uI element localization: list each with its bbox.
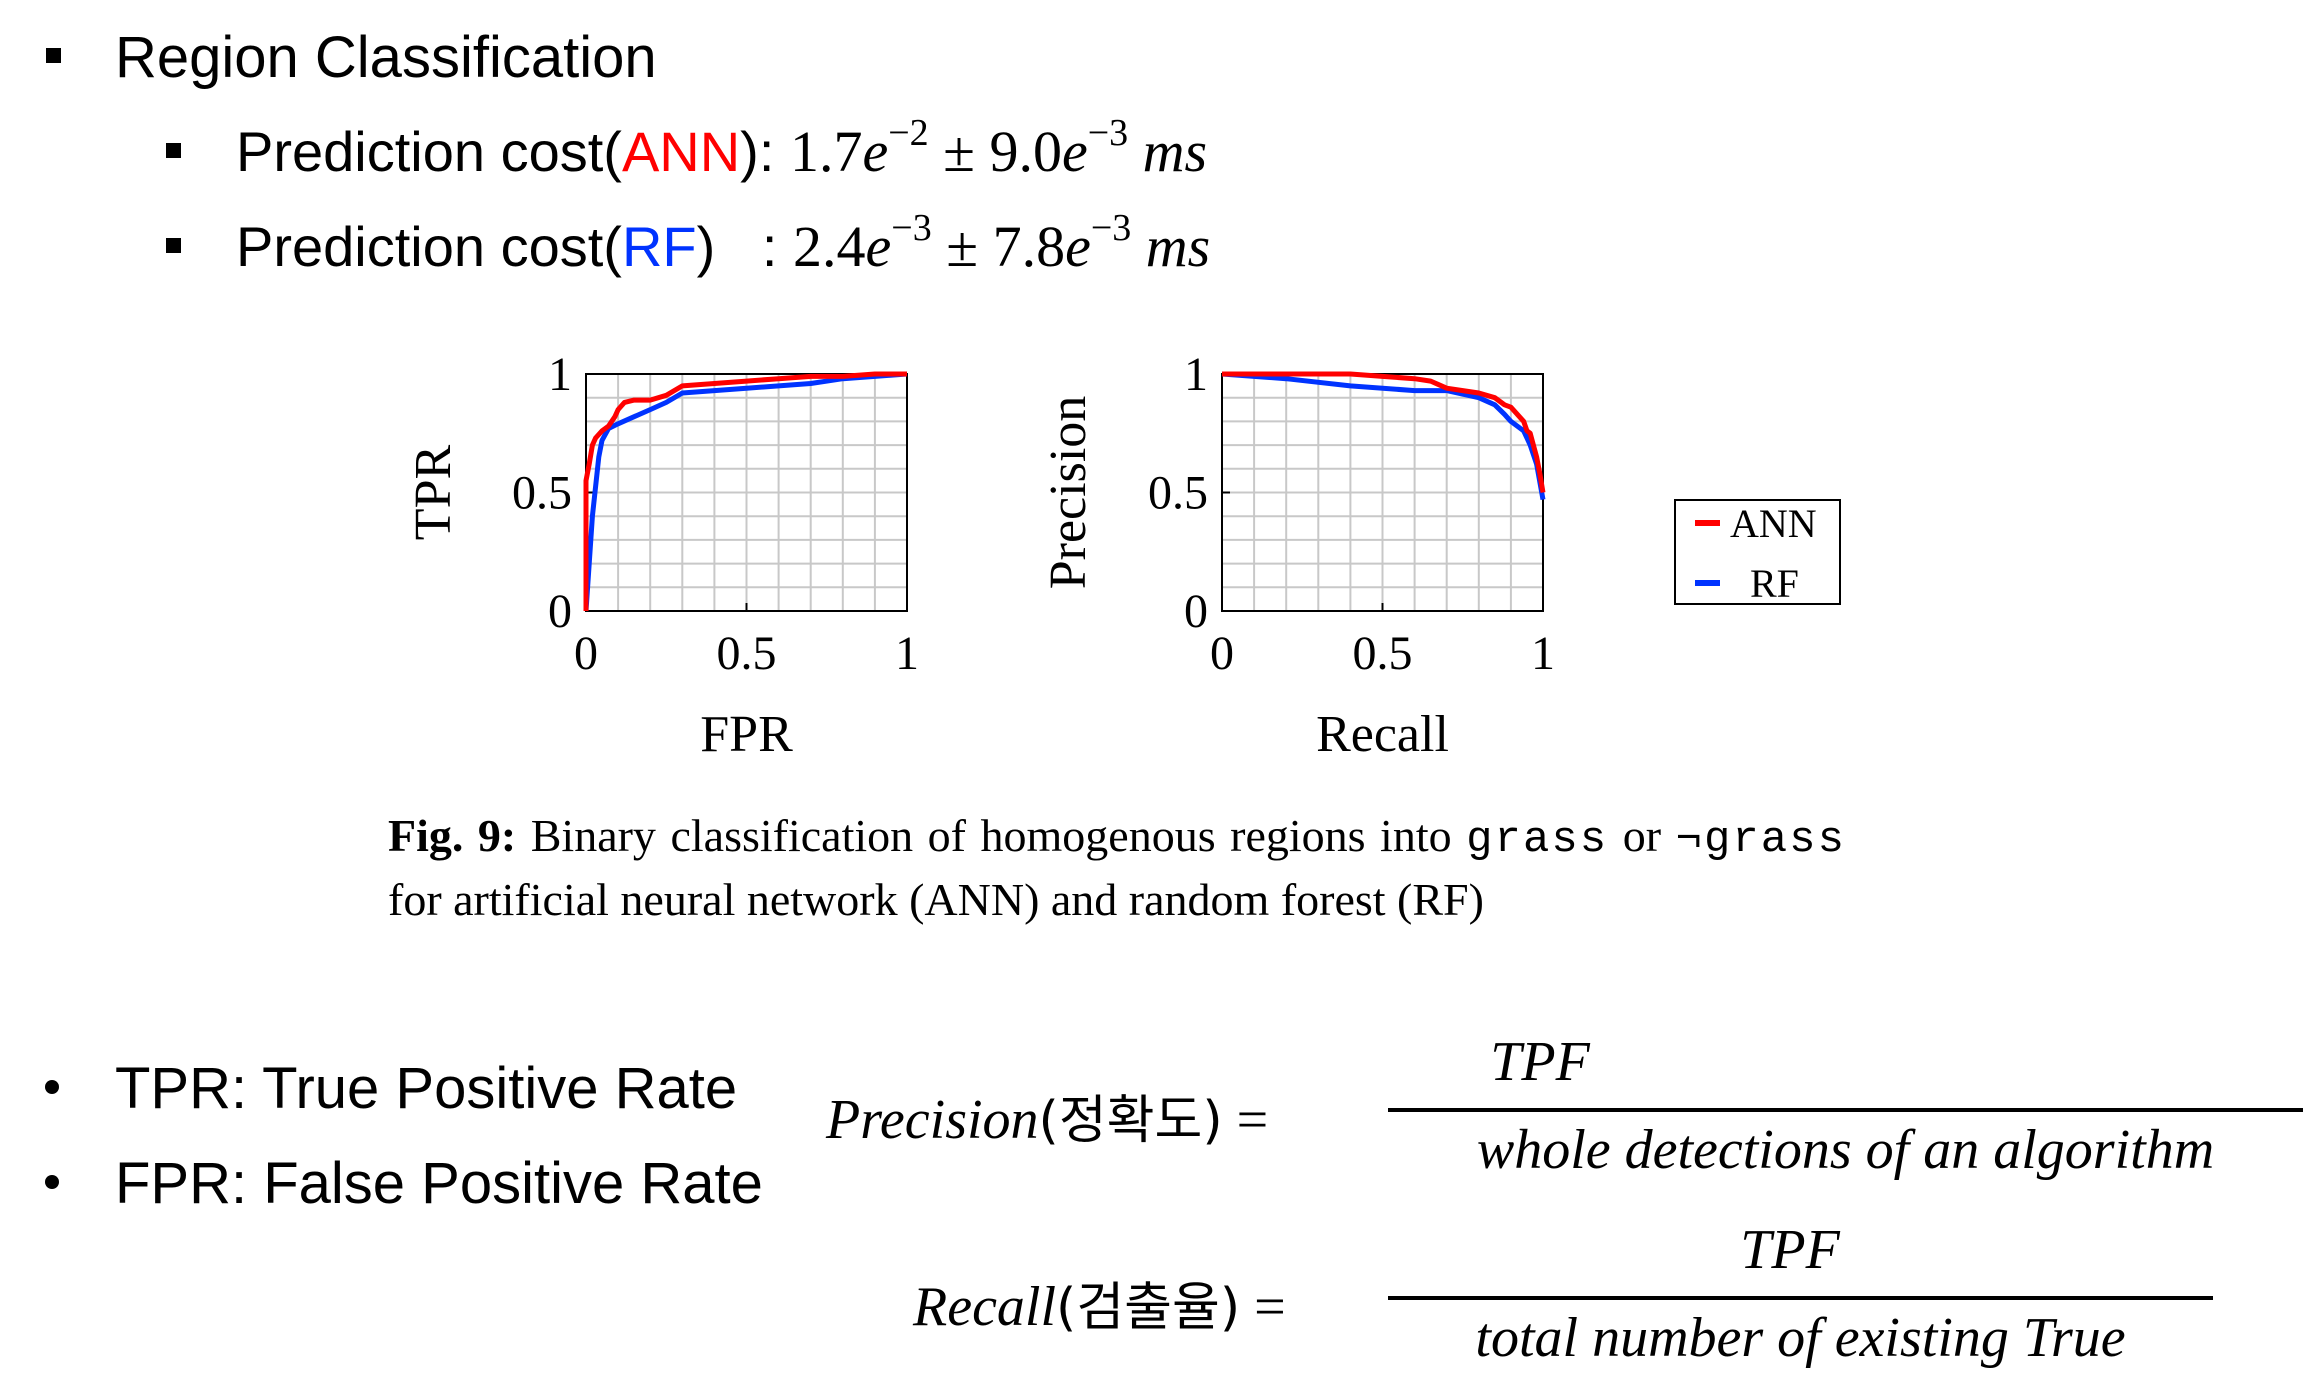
pr-xtick-label: 0.5 (1353, 627, 1413, 680)
precision-numerator: TPF (1490, 1031, 1590, 1093)
legend-box (1674, 499, 1841, 605)
pr-xtick-label: 0 (1210, 627, 1234, 680)
roc-xtick-label: 1 (895, 627, 919, 680)
precision-lhs: Precision(정확도) = (826, 1089, 1269, 1151)
pr-ylabel: Precision (1040, 396, 1097, 590)
legend-rf-label: RF (1750, 561, 1799, 606)
roc-ytick-label: 0.5 (512, 467, 572, 520)
bullet-marker (166, 143, 181, 158)
pr-chart: 0 0.5 1 0 0.5 1 Recall Precision (1040, 348, 1555, 763)
roc-xlabel: FPR (700, 706, 793, 763)
bullet-marker (45, 1175, 59, 1189)
section-title: Region Classification (115, 25, 657, 90)
pr-xlabel: Recall (1316, 706, 1449, 763)
precision-fraction-bar (1388, 1108, 2303, 1112)
pr-ytick-label: 1 (1184, 348, 1208, 401)
roc-series-rf (583, 371, 908, 612)
roc-ytick-label: 0 (548, 585, 572, 638)
pr-ytick-label: 0 (1184, 585, 1208, 638)
recall-lhs: Recall(검출율) = (913, 1276, 1286, 1338)
bullet-marker (45, 1080, 59, 1094)
tpr-definition: TPR: True Positive Rate (115, 1056, 738, 1121)
bullet-marker (46, 48, 61, 63)
roc-ytick-label: 1 (548, 348, 572, 401)
recall-numerator: TPF (1740, 1219, 1840, 1281)
roc-xtick-label: 0 (574, 627, 598, 680)
precision-denominator: whole detections of an algorithm (1476, 1119, 2215, 1181)
bullet-marker (166, 238, 181, 253)
legend-ann-label: ANN (1730, 501, 1817, 546)
pr-ytick-label: 0.5 (1148, 467, 1208, 520)
chart-legend: ANN RF (1674, 499, 1841, 606)
recall-denominator: total number of existing True (1475, 1307, 2126, 1369)
caption-label: Fig. 9: (388, 810, 517, 861)
ann-label: ANN (621, 120, 741, 183)
roc-xtick-label: 0.5 (717, 627, 777, 680)
charts-figure: 0 0.5 1 0 0.5 1 FPR TPR 0 0.5 1 0 0.5 1 Recall Precisi… (405, 348, 1841, 763)
roc-chart: 0 0.5 1 0 0.5 1 FPR TPR (405, 348, 919, 763)
rf-cost-line: Prediction cost(RF) : 2.4e−3 ± 7.8e−3 ms (236, 207, 1211, 279)
pr-xtick-label: 1 (1531, 627, 1555, 680)
roc-series-ann (583, 371, 907, 611)
recall-fraction-bar (1388, 1296, 2213, 1300)
roc-ylabel: TPR (405, 445, 462, 541)
rf-label: RF (621, 215, 697, 278)
ann-cost-line: Prediction cost(ANN): 1.7e−2 ± 9.0e−3 ms (236, 112, 1208, 184)
figure-caption: Fig. 9: Binary classification of homogen… (388, 810, 1846, 925)
pr-series-ann (1222, 371, 1546, 493)
fpr-definition: FPR: False Positive Rate (115, 1151, 763, 1216)
pr-series-rf (1221, 371, 1546, 501)
